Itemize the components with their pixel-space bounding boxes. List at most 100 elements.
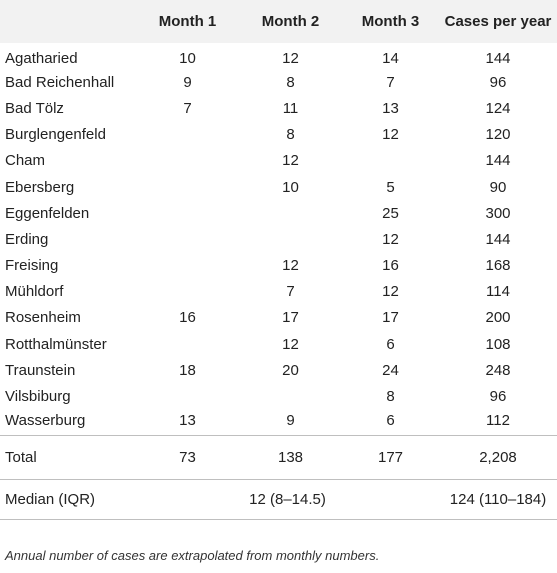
month-1-cell: 13	[179, 411, 196, 429]
month-3-cell: 24	[382, 361, 399, 379]
month-2-cell: 17	[282, 309, 299, 327]
month-2-cell	[239, 383, 342, 409]
hospital-name-cell: Bad Reichenhall	[5, 73, 115, 91]
total-month-2: 138	[277, 449, 304, 467]
month-3-cell: 12	[382, 126, 399, 144]
month-2-cell: 8	[286, 73, 295, 91]
cases-per-year-cell: 124	[485, 99, 511, 117]
header-cases-per-year: Cases per year	[444, 13, 552, 30]
cases-per-year-cell: 96	[489, 388, 507, 406]
month-3-cell: 25	[382, 204, 399, 222]
month-2-cell: 8	[286, 126, 295, 144]
hospital-name-cell: Freising	[5, 257, 59, 275]
month-1-cell: 9	[183, 73, 192, 91]
table-row: Bad Tölz 7 11 13 124	[0, 95, 557, 121]
hospital-name-cell: Cham	[5, 152, 46, 170]
hospital-name-cell: Rosenheim	[5, 309, 81, 327]
total-month-3: 177	[377, 449, 404, 467]
median-months-value: 12 (8–14.5)	[249, 491, 326, 509]
month-1-cell: 18	[179, 361, 196, 379]
table-row: Rotthalmünster 12 6 108	[0, 331, 557, 357]
month-1-cell	[136, 122, 239, 148]
median-label: Median (IQR)	[5, 491, 96, 509]
cases-per-year-cell: 96	[489, 73, 507, 91]
month-1-cell	[136, 253, 239, 279]
month-3-cell: 6	[386, 411, 395, 429]
month-2-cell: 12	[282, 257, 299, 275]
cases-per-year-cell: 144	[485, 152, 511, 170]
table-row: Traunstein 18 20 24 248	[0, 357, 557, 383]
month-1-cell	[136, 331, 239, 357]
cases-per-year-cell: 112	[486, 411, 510, 429]
month-2-cell: 12	[282, 152, 299, 170]
month-3-cell: 5	[386, 178, 395, 196]
header-hospital	[0, 0, 136, 43]
month-2-cell: 11	[282, 99, 299, 117]
month-3-cell: 13	[382, 99, 399, 117]
hospital-name-cell: Agatharied	[5, 49, 78, 67]
cases-per-year-cell: 200	[485, 309, 511, 327]
month-1-cell	[136, 174, 239, 200]
month-3-cell: 6	[386, 335, 395, 353]
table-row: Mühldorf 7 12 114	[0, 279, 557, 305]
cases-table: Month 1 Month 2 Month 3 Cases per year A…	[0, 0, 557, 520]
table-row: Eggenfelden 25 300	[0, 200, 557, 226]
cases-table-container: Month 1 Month 2 Month 3 Cases per year A…	[0, 0, 557, 520]
month-2-cell: 9	[286, 411, 295, 429]
hospital-name-cell: Mühldorf	[5, 283, 64, 301]
month-2-cell: 12	[282, 49, 299, 67]
hospital-name-cell: Traunstein	[5, 361, 76, 379]
hospital-name-cell: Bad Tölz	[5, 99, 64, 117]
month-1-cell	[136, 226, 239, 252]
table-row: Vilsbiburg 8 96	[0, 383, 557, 409]
month-2-cell: 12	[282, 335, 299, 353]
cases-per-year-cell: 144	[485, 49, 511, 67]
month-2-cell	[239, 226, 342, 252]
month-1-cell: 7	[183, 99, 192, 117]
hospital-name-cell: Rotthalmünster	[5, 335, 107, 353]
hospital-name-cell: Ebersberg	[5, 178, 75, 196]
hospital-name-cell: Erding	[5, 230, 49, 248]
table-row: Rosenheim 16 17 17 200	[0, 305, 557, 331]
cases-per-year-cell: 168	[485, 257, 511, 275]
table-footnote: Annual number of cases are extrapolated …	[5, 548, 380, 563]
median-year-value: 124 (110–184)	[449, 491, 547, 509]
month-2-cell: 7	[286, 283, 295, 301]
hospital-name-cell: Vilsbiburg	[5, 388, 71, 406]
header-month-2: Month 2	[261, 13, 320, 30]
month-3-cell	[342, 148, 439, 174]
month-3-cell: 8	[386, 388, 395, 406]
month-1-cell	[136, 383, 239, 409]
month-1-cell	[136, 279, 239, 305]
table-row: Bad Reichenhall 9 8 7 96	[0, 69, 557, 95]
total-cases-per-year: 2,208	[479, 449, 517, 467]
month-3-cell: 12	[382, 230, 399, 248]
table-row: Freising 12 16 168	[0, 253, 557, 279]
cases-per-year-cell: 114	[486, 283, 510, 301]
total-month-1: 73	[179, 449, 196, 467]
median-row: Median (IQR) 12 (8–14.5) 124 (110–184)	[0, 479, 557, 520]
month-1-cell	[136, 148, 239, 174]
cases-per-year-cell: 108	[485, 335, 511, 353]
header-month-1: Month 1	[158, 13, 217, 30]
month-2-cell: 10	[282, 178, 299, 196]
month-2-cell	[239, 200, 342, 226]
table-row: Ebersberg 10 5 90	[0, 174, 557, 200]
table-row: Agatharied 10 12 14 144	[0, 43, 557, 69]
month-3-cell: 17	[382, 309, 399, 327]
cases-per-year-cell: 120	[485, 126, 511, 144]
month-1-cell: 10	[179, 49, 196, 67]
month-3-cell: 7	[386, 73, 395, 91]
month-2-cell: 20	[282, 361, 299, 379]
month-3-cell: 14	[382, 49, 399, 67]
hospital-name-cell: Wasserburg	[5, 411, 86, 429]
cases-per-year-cell: 248	[485, 361, 511, 379]
month-1-cell: 16	[179, 309, 196, 327]
cases-per-year-cell: 300	[485, 204, 511, 222]
hospital-name-cell: Burglengenfeld	[5, 126, 106, 144]
table-row: Cham 12 144	[0, 148, 557, 174]
month-1-cell	[136, 200, 239, 226]
table-row: Burglengenfeld 8 12 120	[0, 122, 557, 148]
table-header-row: Month 1 Month 2 Month 3 Cases per year	[0, 0, 557, 43]
month-3-cell: 16	[382, 257, 399, 275]
